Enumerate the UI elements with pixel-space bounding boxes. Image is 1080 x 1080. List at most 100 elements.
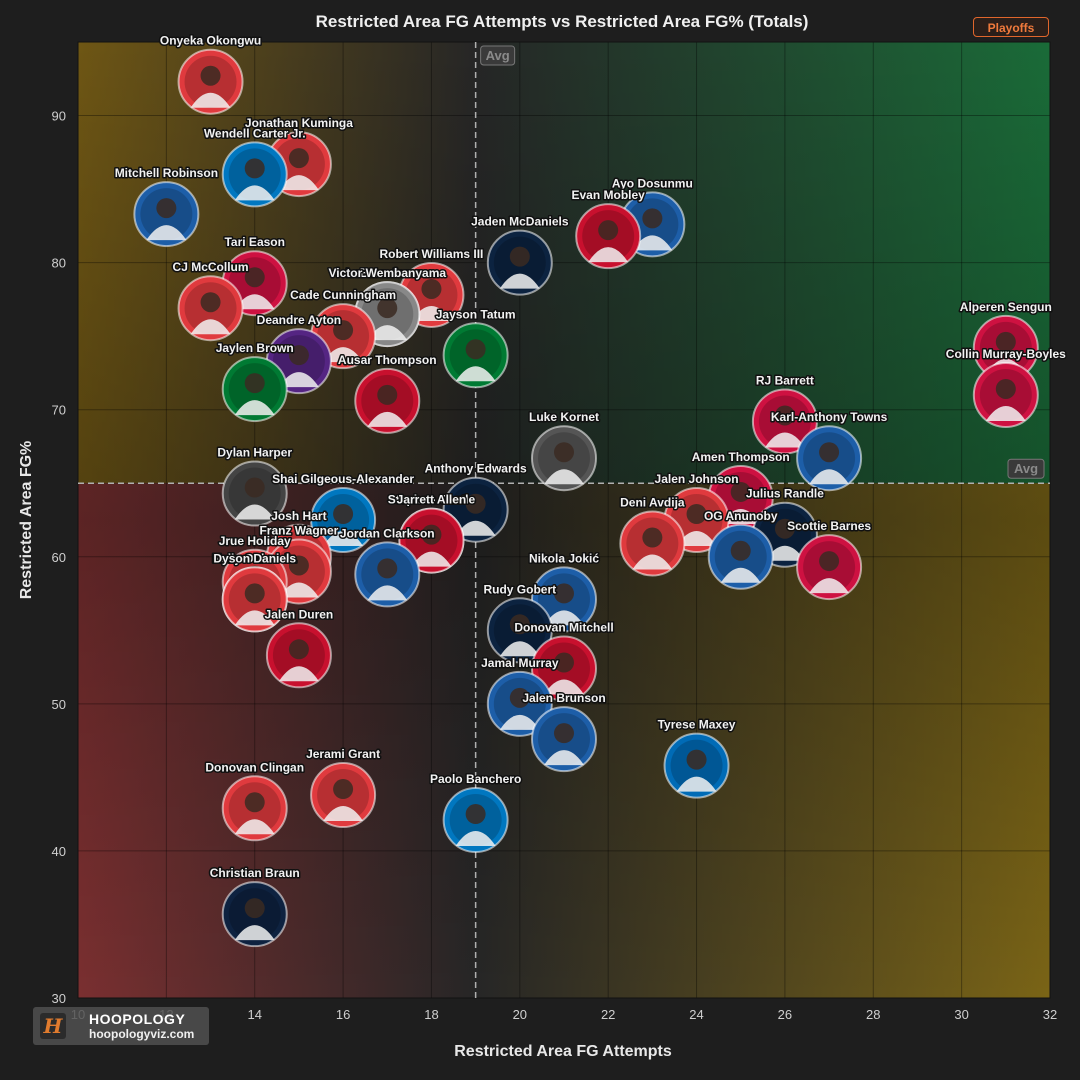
player-jersey-icon <box>588 247 629 263</box>
player-head-icon <box>421 524 442 545</box>
player-point[interactable]: Ayo Dosunmu <box>610 175 694 258</box>
player-point[interactable]: Paolo Banchero <box>428 771 523 854</box>
player-head-icon <box>244 158 265 179</box>
player-jersey-icon <box>499 714 540 730</box>
player-point[interactable]: Dylan Harper <box>216 444 294 527</box>
player-jersey-icon <box>234 185 275 201</box>
player-jersey-icon <box>720 508 761 524</box>
player-point[interactable]: Evan Mobley <box>570 187 647 270</box>
player-name-label: Jalen Duren <box>265 607 334 621</box>
player-point[interactable]: Jaylen Brown <box>214 340 295 423</box>
player-jersey-icon <box>234 400 275 416</box>
player-jersey-icon <box>367 411 408 427</box>
player-name-label: Ausar Thompson <box>338 353 437 367</box>
y-tick-label: 80 <box>52 256 66 271</box>
player-name-label: Amen Thompson <box>692 450 790 464</box>
player-point[interactable]: Wendell Carter Jr. <box>202 125 307 208</box>
x-tick-label: 20 <box>513 1007 527 1022</box>
player-point[interactable]: OG Anunoby <box>702 507 779 590</box>
player-name-label: Donovan Mitchell <box>514 621 613 635</box>
player-name-label: Tyrese Maxey <box>658 718 736 732</box>
y-tick-label: 50 <box>52 697 66 712</box>
player-name-label: Luke Kornet <box>529 410 599 424</box>
player-jersey-icon <box>632 554 673 570</box>
player-name-label: Jaden McDaniels <box>471 215 569 229</box>
y-tick-label: 90 <box>52 109 66 124</box>
player-head-icon <box>509 246 530 267</box>
player-jersey-icon <box>809 469 850 485</box>
player-point[interactable]: Jalen Brunson <box>521 690 607 773</box>
player-point[interactable]: Tari Eason <box>221 234 288 317</box>
player-jersey-icon <box>676 531 717 546</box>
plot-border <box>77 41 1051 999</box>
player-head-icon <box>554 723 574 744</box>
player-point[interactable]: Onyeka Okongwu <box>158 32 263 115</box>
player-name-label: Dylan Harper <box>217 446 292 460</box>
player-name-label: Jordan Clarkson <box>340 526 435 540</box>
player-head-icon <box>819 551 840 572</box>
y-tick-label: 40 <box>52 844 66 859</box>
player-point[interactable]: Anthony Edwards <box>423 460 528 543</box>
player-jersey-icon <box>455 366 496 382</box>
player-name-label: Victor Wembanyama <box>328 266 446 280</box>
player-point[interactable]: Jalen Duren <box>263 606 335 689</box>
player-point[interactable]: Jaden McDaniels <box>470 213 570 296</box>
player-point[interactable]: Tyrese Maxey <box>656 716 737 799</box>
player-name-label: Mitchell Robinson <box>115 166 218 180</box>
player-head-icon <box>288 639 309 660</box>
player-point[interactable]: Karl-Anthony Towns <box>769 409 889 492</box>
player-point[interactable]: Donovan Mitchell <box>513 619 615 702</box>
player-name-label: Ayo Dosunmu <box>612 176 693 190</box>
player-head-icon <box>774 518 795 539</box>
player-point[interactable]: Jerami Grant <box>305 746 382 829</box>
y-tick-label: 30 <box>52 991 66 1006</box>
player-name-label: Evan Mobley <box>572 188 646 202</box>
player-jersey-icon <box>544 750 584 766</box>
player-point[interactable]: Scottie Barnes <box>786 518 873 601</box>
player-point[interactable]: Donovan Clingan <box>204 759 306 842</box>
playoffs-badge[interactable]: Playoffs <box>973 17 1049 37</box>
player-head-icon <box>774 405 795 426</box>
player-point[interactable]: Christian Braun <box>208 865 301 948</box>
player-jersey-icon <box>411 551 452 567</box>
player-jersey-icon <box>632 235 673 251</box>
player-point[interactable]: Collin Murray-Boyles <box>944 345 1068 428</box>
player-point[interactable]: Mitchell Robinson <box>113 165 220 248</box>
player-name-label: Collin Murray-Boyles <box>946 347 1066 361</box>
player-head-icon <box>554 652 574 673</box>
player-name-label: Wendell Carter Jr. <box>204 126 306 140</box>
player-head-icon <box>333 779 354 800</box>
player-point[interactable]: Jordan Clarkson <box>338 525 436 608</box>
player-name-label: RJ Barrett <box>756 373 814 387</box>
player-head-icon <box>244 792 265 813</box>
player-point[interactable]: RJ Barrett <box>751 372 818 455</box>
player-point[interactable]: Ausar Thompson <box>336 351 438 434</box>
player-name-label: Jayson Tatum <box>436 307 516 321</box>
player-jersey-icon <box>190 92 231 108</box>
player-head-icon <box>288 148 309 169</box>
x-tick-label: 16 <box>336 1007 350 1022</box>
player-point[interactable]: Rudy Gobert <box>482 581 558 664</box>
player-point[interactable]: Luke Kornet <box>527 409 601 492</box>
player-jersey-icon <box>544 679 584 695</box>
player-name-label: Dyson Daniels <box>213 551 296 565</box>
player-head-icon <box>421 278 442 299</box>
player-jersey-icon <box>676 776 717 792</box>
player-point[interactable]: Jayson Tatum <box>434 306 517 389</box>
player-name-label: Deni Avdija <box>620 496 685 510</box>
x-tick-label: 18 <box>424 1007 438 1022</box>
player-point[interactable]: CJ McCollum <box>171 259 250 342</box>
player-point[interactable]: Shai Gilgeous-Alexander <box>271 471 416 553</box>
player-point[interactable]: Deni Avdija <box>619 494 686 577</box>
player-point[interactable]: Cade Cunningham <box>289 287 398 370</box>
player-point[interactable]: Dyson Daniels <box>212 550 298 633</box>
player-head-icon <box>244 267 265 288</box>
player-jersey-icon <box>190 319 231 335</box>
player-name-label: Robert Williams III <box>379 247 483 261</box>
player-name-label: Jalen Brunson <box>522 691 605 705</box>
player-jersey-icon <box>278 372 319 388</box>
player-name-label: Stephon Castle <box>388 493 476 507</box>
player-point[interactable]: Jamal Murray <box>480 654 560 737</box>
player-point[interactable]: Jarrett Allen <box>395 491 468 574</box>
